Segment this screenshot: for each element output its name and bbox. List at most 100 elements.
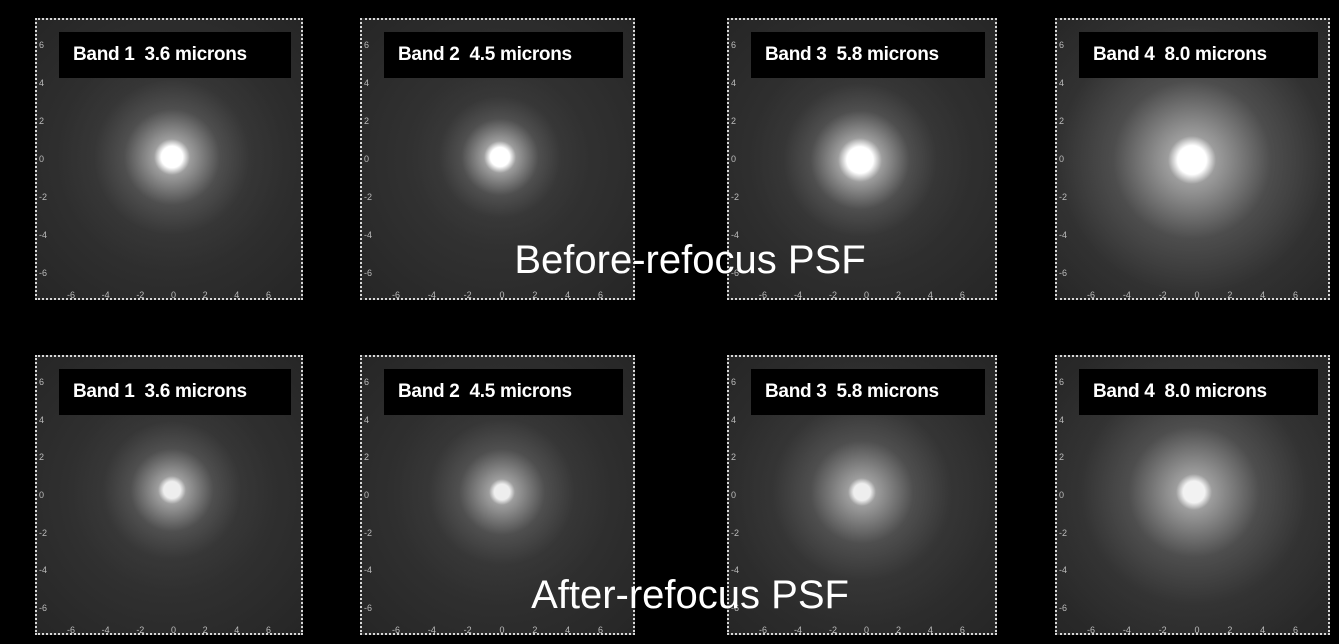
- x-tick-label: 0: [499, 625, 504, 635]
- x-tick-label: -6: [392, 625, 400, 635]
- x-tick-label: 2: [1227, 625, 1232, 635]
- y-tick-label: 4: [1059, 415, 1067, 425]
- y-tick-label: 0: [731, 490, 739, 500]
- x-tick-label: 6: [598, 290, 603, 300]
- x-tick-label: -2: [1159, 290, 1167, 300]
- page: 6 4 2 0 -2 -4 -6 -6 -4 -2 0 2 4 6 Band 1 3.6 microns 6 4…: [0, 0, 1339, 644]
- y-tick-label: -2: [39, 528, 47, 538]
- y-tick-label: -6: [364, 268, 372, 278]
- x-tick-label: -4: [794, 290, 802, 300]
- x-tick-label: 0: [1194, 625, 1199, 635]
- x-tick-label: -6: [67, 290, 75, 300]
- y-tick-label: 4: [39, 415, 47, 425]
- y-tick-label: -4: [364, 565, 372, 575]
- y-tick-label: 0: [1059, 154, 1067, 164]
- x-tick-label: -6: [759, 290, 767, 300]
- x-tick-label: 2: [532, 625, 537, 635]
- y-tick-label: 6: [731, 40, 739, 50]
- x-tick-label: -6: [1087, 625, 1095, 635]
- y-tick-label: -2: [1059, 192, 1067, 202]
- x-tick-label: 0: [499, 290, 504, 300]
- x-tick-label: 6: [598, 625, 603, 635]
- x-tick-label: 4: [234, 625, 239, 635]
- y-tick-label: -4: [364, 230, 372, 240]
- y-tick-label: 6: [1059, 377, 1067, 387]
- x-tick-label: -4: [794, 625, 802, 635]
- x-tick-label: 0: [864, 625, 869, 635]
- x-tick-label: -4: [102, 290, 110, 300]
- row-caption: Before-refocus PSF: [514, 238, 865, 283]
- x-tick-label: 4: [1260, 290, 1265, 300]
- x-tick-label: -6: [1087, 290, 1095, 300]
- x-axis: -6-4-20246: [392, 625, 603, 635]
- x-tick-label: 6: [266, 625, 271, 635]
- y-tick-label: 4: [364, 415, 372, 425]
- y-tick-label: -2: [731, 528, 739, 538]
- x-tick-label: 2: [896, 290, 901, 300]
- x-axis: -6-4-20246: [759, 290, 965, 300]
- x-tick-label: 6: [266, 290, 271, 300]
- x-tick-label: -4: [1123, 625, 1131, 635]
- y-tick-label: -2: [364, 528, 372, 538]
- y-tick-label: 2: [364, 452, 372, 462]
- x-tick-label: 6: [960, 290, 965, 300]
- y-tick-label: 4: [39, 78, 47, 88]
- band-label: Band 2 4.5 microns: [384, 369, 623, 415]
- x-tick-label: -6: [67, 625, 75, 635]
- x-tick-label: 4: [565, 625, 570, 635]
- y-tick-label: 6: [364, 40, 372, 50]
- x-tick-label: 2: [1227, 290, 1232, 300]
- y-tick-label: -6: [39, 603, 47, 613]
- y-tick-label: 6: [39, 40, 47, 50]
- y-tick-label: -6: [1059, 268, 1067, 278]
- y-tick-label: 2: [1059, 116, 1067, 126]
- y-tick-label: -6: [1059, 603, 1067, 613]
- y-tick-label: 2: [1059, 452, 1067, 462]
- x-tick-label: 4: [1260, 625, 1265, 635]
- band-label: Band 4 8.0 microns: [1079, 32, 1318, 78]
- band-label: Band 1 3.6 microns: [59, 32, 291, 78]
- row-caption: After-refocus PSF: [531, 573, 849, 618]
- x-tick-label: -4: [428, 290, 436, 300]
- y-tick-label: -4: [39, 565, 47, 575]
- x-tick-label: 4: [565, 290, 570, 300]
- y-tick-label: -4: [1059, 565, 1067, 575]
- x-tick-label: -2: [136, 625, 144, 635]
- y-tick-label: 4: [731, 78, 739, 88]
- y-tick-label: 2: [39, 452, 47, 462]
- x-tick-label: -2: [136, 290, 144, 300]
- band-label: Band 3 5.8 microns: [751, 32, 985, 78]
- x-tick-label: 6: [1293, 625, 1298, 635]
- y-tick-label: -2: [39, 192, 47, 202]
- y-tick-label: -6: [364, 603, 372, 613]
- x-tick-label: 0: [864, 290, 869, 300]
- y-tick-label: 6: [1059, 40, 1067, 50]
- y-tick-label: 2: [731, 452, 739, 462]
- x-tick-label: -4: [102, 625, 110, 635]
- x-tick-label: 2: [896, 625, 901, 635]
- x-tick-label: 6: [960, 625, 965, 635]
- y-tick-label: -6: [39, 268, 47, 278]
- y-tick-label: 0: [731, 154, 739, 164]
- x-tick-label: 0: [1194, 290, 1199, 300]
- y-tick-label: 4: [731, 415, 739, 425]
- y-tick-label: 4: [1059, 78, 1067, 88]
- y-tick-label: 0: [364, 490, 372, 500]
- x-tick-label: 0: [171, 290, 176, 300]
- y-tick-label: 0: [364, 154, 372, 164]
- x-tick-label: 6: [1293, 290, 1298, 300]
- x-tick-label: 2: [532, 290, 537, 300]
- y-tick-label: 2: [39, 116, 47, 126]
- x-tick-label: -4: [428, 625, 436, 635]
- y-tick-label: 6: [731, 377, 739, 387]
- x-axis: -6-4-20246: [392, 290, 603, 300]
